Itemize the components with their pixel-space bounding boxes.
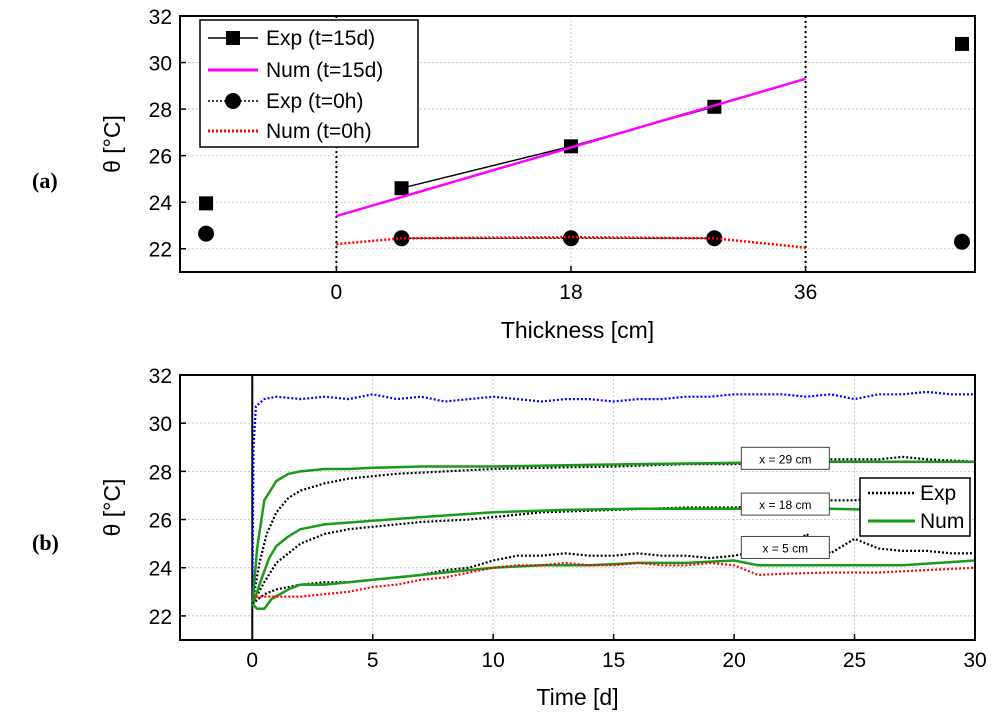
annotation-label-0: x = 29 cm	[759, 452, 811, 466]
annotation-box-1	[740, 492, 830, 516]
chart-a: 22 24 26 28 30 32 0 18 36 θ [°C] Thickness [cm] Exp…	[99, 6, 976, 343]
plot-frame	[179, 15, 976, 273]
series-exp-t-15d-point	[954, 36, 969, 51]
y-tick-label: 26	[149, 510, 172, 533]
series-num-t-0h-line	[336, 235, 806, 249]
series-exp-t-15d-point	[199, 196, 214, 211]
y-tick-label: 22	[149, 239, 172, 262]
annotation-label-2: x = 5 cm	[762, 541, 808, 555]
series-exp-t-0h-point	[198, 225, 215, 242]
x-tick-label: 18	[559, 281, 582, 304]
series-num-x-18-line	[251, 507, 879, 607]
annotation-box-0	[740, 446, 830, 470]
y-tick-label: 32	[149, 6, 172, 29]
x-axis-label: Thickness [cm]	[501, 317, 654, 343]
x-tick-label: 0	[246, 649, 258, 672]
annotation-box-2	[740, 535, 830, 559]
legend-b-label-exp: Exp	[920, 482, 956, 505]
plot-frame	[179, 374, 976, 641]
x-tick-label: 30	[963, 649, 986, 672]
series-exp-t-15d-point	[394, 181, 409, 196]
series-red-line	[252, 561, 976, 598]
y-tick-label: 22	[149, 606, 172, 629]
series-exp-t-0h-point	[706, 230, 723, 247]
y-tick-label: 28	[149, 461, 172, 484]
y-tick-label: 24	[149, 192, 173, 215]
y-tick-label: 28	[149, 99, 172, 122]
x-tick-label: 25	[843, 649, 866, 672]
legend-a-label-3: Num (t=0h)	[266, 120, 372, 143]
y-axis-label: θ [°C]	[99, 479, 125, 537]
annotation-label-1: x = 18 cm	[759, 498, 811, 512]
series-num-t-15d-line	[336, 77, 806, 218]
legend-b-label-num: Num	[920, 510, 964, 533]
y-axis-label: θ [°C]	[99, 115, 125, 173]
legend-a: Exp (t=15d) Num (t=15d) Exp (t=0h) Num (t=0…	[199, 19, 419, 148]
y-tick-label: 30	[149, 413, 172, 436]
x-tick-label: 10	[482, 649, 505, 672]
x-tick-label: 5	[367, 649, 379, 672]
legend-a-label-0: Exp (t=15d)	[266, 27, 375, 50]
legend-a-marker-2	[225, 93, 241, 109]
series-num-x-5-line	[251, 559, 976, 610]
legend-a-box	[199, 19, 419, 148]
legend-b: Exp Num	[859, 477, 971, 537]
x-tick-label: 0	[331, 281, 343, 304]
y-tick-label: 32	[149, 365, 172, 388]
series-exp-x-29-line	[251, 455, 976, 605]
x-tick-label: 20	[722, 649, 745, 672]
panel-b-label: (b)	[32, 530, 59, 555]
chart-b: 22 24 26 28 30 32 0 5 10 15 20 25 30 x = 29 cm x = 18 …	[99, 365, 987, 710]
y-tick-label: 30	[149, 53, 172, 76]
legend-b-box	[859, 477, 971, 537]
series-exp-t-0h-point	[953, 233, 970, 250]
legend-a-marker-0	[226, 31, 240, 45]
legend-a-label-2: Exp (t=0h)	[266, 90, 363, 113]
x-axis-label: Time [d]	[536, 684, 618, 710]
legend-a-label-1: Num (t=15d)	[266, 59, 383, 82]
series-exp-t-0h-point	[562, 230, 579, 247]
y-tick-label: 26	[149, 146, 172, 169]
panel-a-label: (a)	[32, 168, 58, 193]
x-tick-label: 15	[602, 649, 625, 672]
x-tick-label: 36	[794, 281, 817, 304]
y-tick-label: 24	[149, 558, 173, 581]
series-blue-line	[251, 390, 975, 604]
